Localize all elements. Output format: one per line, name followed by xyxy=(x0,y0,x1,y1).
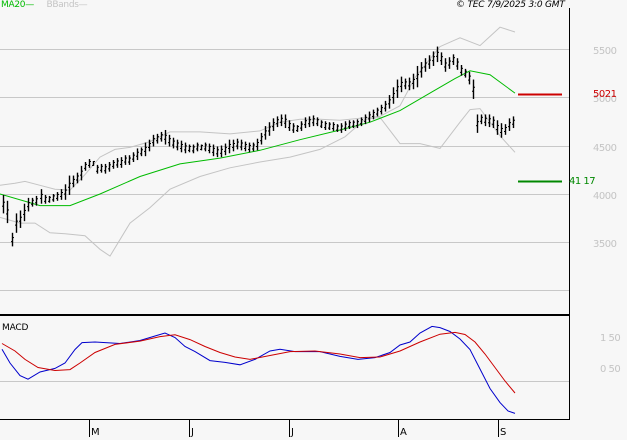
month-label: M xyxy=(91,427,100,438)
month-label: J xyxy=(291,427,294,438)
legend-ma20-swatch: — xyxy=(25,0,34,10)
month-label: J xyxy=(191,427,194,438)
resistance-label: 5021 xyxy=(593,89,617,100)
price-tick-label: 5000 xyxy=(593,94,617,105)
price-tick-label: 4000 xyxy=(593,191,617,202)
macd-tick-label: 1 50 xyxy=(600,333,621,344)
legend: MA20— BBands— xyxy=(1,0,88,10)
ma20-line xyxy=(0,70,516,207)
copyright-timestamp: © TEC 7/9/2025 3:0 GMT xyxy=(456,0,565,10)
legend-bbands: BBands xyxy=(46,0,79,10)
legend-bbands-swatch: — xyxy=(78,0,88,10)
month-label: S xyxy=(500,427,507,438)
signal-line xyxy=(1,331,516,394)
macd-tick-label: 0 50 xyxy=(600,364,621,375)
month-label: A xyxy=(400,427,407,438)
price-tick-label: 5500 xyxy=(593,46,617,57)
bollinger-band-lower xyxy=(0,108,516,257)
price-tick-label: 4500 xyxy=(593,143,617,154)
legend-ma20: MA20 xyxy=(1,0,26,10)
support-label: 41 17 xyxy=(569,176,596,187)
price-tick-label: 3500 xyxy=(593,239,617,250)
bollinger-band-upper xyxy=(0,26,516,191)
macd-pane-title: MACD xyxy=(2,323,29,333)
